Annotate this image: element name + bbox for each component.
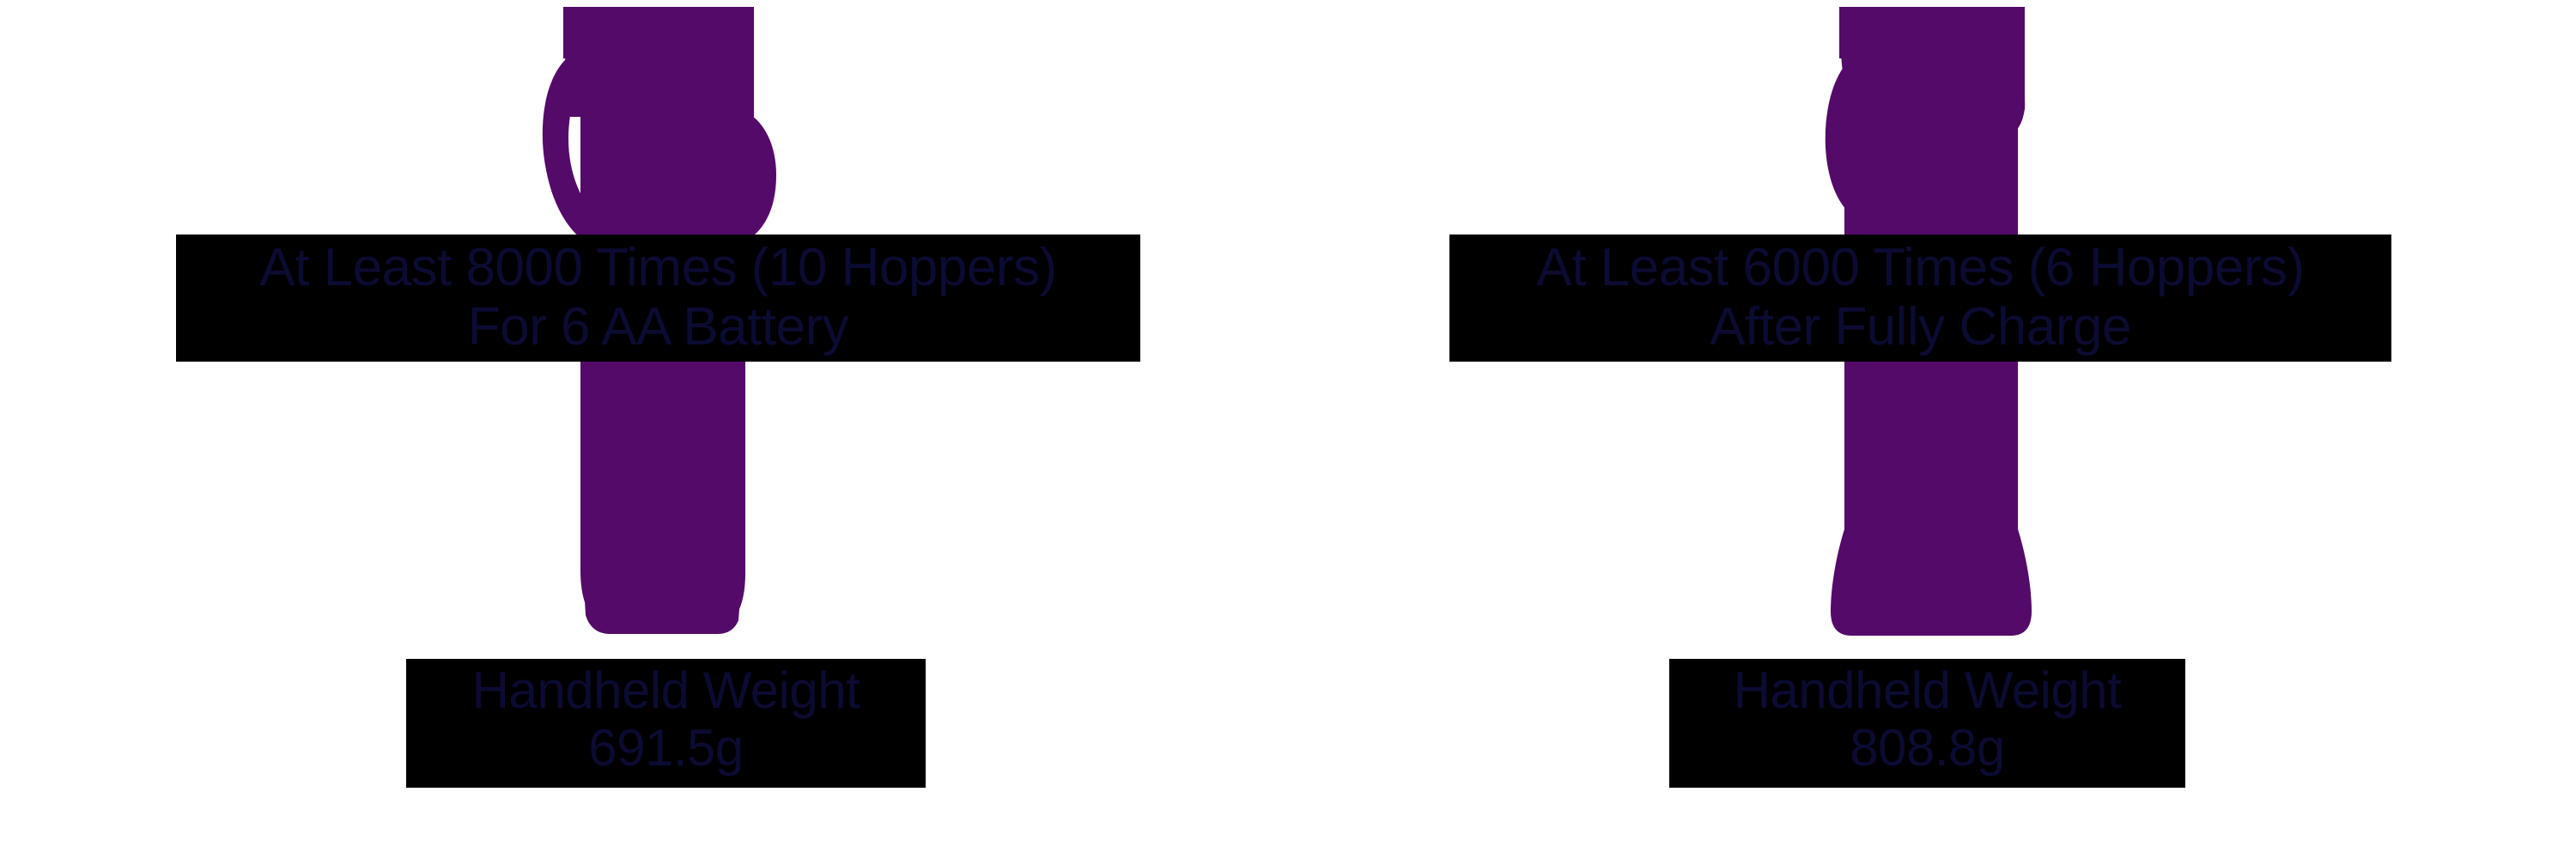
weight-value: 691.5g bbox=[588, 719, 744, 777]
headline-line-2: After Fully Charge bbox=[1710, 297, 2131, 357]
headline-line-1: At Least 6000 Times (6 Hoppers) bbox=[1536, 238, 2305, 297]
weight-value: 808.8g bbox=[1850, 719, 2005, 777]
weight-label: Handheld Weight bbox=[471, 661, 860, 719]
headline-plate-right: At Least 6000 Times (6 Hoppers) After Fu… bbox=[1449, 235, 2391, 362]
weight-caption-left: Handheld Weight 691.5g bbox=[406, 659, 926, 777]
handheld-sprayer-icon bbox=[1812, 7, 2069, 660]
product-panel-left: At Least 8000 Times (10 Hoppers) For 6 A… bbox=[176, 7, 1140, 788]
headline-line-2: For 6 AA Battery bbox=[467, 297, 849, 357]
headline-caption-left: At Least 8000 Times (10 Hoppers) For 6 A… bbox=[176, 235, 1140, 357]
headline-plate-left: At Least 8000 Times (10 Hoppers) For 6 A… bbox=[176, 235, 1140, 362]
headline-line-1: At Least 8000 Times (10 Hoppers) bbox=[259, 238, 1057, 297]
weight-plate-right: Handheld Weight 808.8g bbox=[1669, 659, 2185, 788]
weight-plate-left: Handheld Weight 691.5g bbox=[406, 659, 926, 788]
headline-caption-right: At Least 6000 Times (6 Hoppers) After Fu… bbox=[1449, 235, 2391, 357]
weight-label: Handheld Weight bbox=[1733, 661, 2122, 719]
weight-caption-right: Handheld Weight 808.8g bbox=[1669, 659, 2185, 777]
